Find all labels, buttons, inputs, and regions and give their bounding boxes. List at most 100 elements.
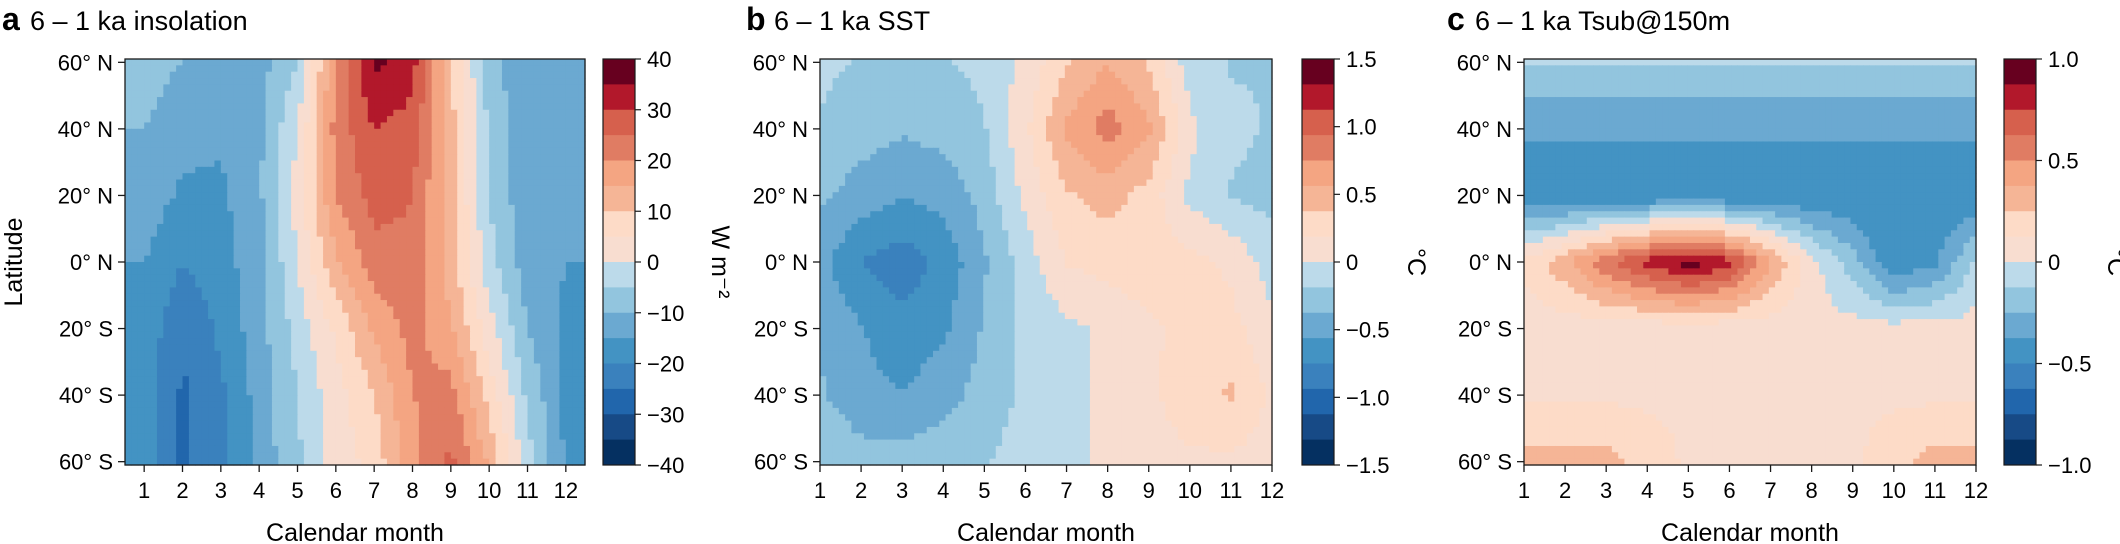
heatmap-cell — [163, 116, 171, 124]
heatmap-cell — [578, 97, 586, 104]
heatmap-cell — [399, 274, 407, 282]
heatmap-cell — [329, 71, 337, 79]
heatmap-cell — [482, 90, 490, 98]
heatmap-cell — [316, 401, 324, 409]
heatmap-cell — [233, 363, 241, 371]
heatmap-cell — [208, 166, 216, 174]
heatmap-cell — [533, 331, 541, 339]
heatmap-cell — [572, 160, 580, 168]
heatmap-cell — [323, 192, 331, 200]
heatmap-cell — [438, 116, 446, 124]
heatmap-cell — [533, 230, 541, 238]
heatmap-cell — [137, 287, 145, 295]
colorbar-tick-label: 40 — [647, 47, 671, 72]
heatmap-cell — [976, 78, 984, 85]
heatmap-cell — [361, 217, 369, 225]
heatmap-cell — [144, 319, 152, 327]
heatmap-cell — [578, 376, 586, 384]
heatmap-cell — [291, 147, 299, 155]
heatmap-cell — [342, 338, 350, 346]
heatmap-cell — [527, 65, 535, 73]
heatmap-cell — [195, 141, 203, 149]
heatmap-cell — [431, 109, 439, 117]
heatmap-cell — [463, 223, 471, 231]
heatmap-cell — [233, 141, 241, 149]
heatmap-cell — [233, 319, 241, 327]
heatmap-cell — [508, 198, 516, 206]
heatmap-cell — [450, 376, 458, 384]
heatmap-cell — [450, 319, 458, 327]
heatmap-cell — [406, 211, 414, 219]
heatmap-cell — [425, 452, 433, 460]
heatmap-cell — [393, 198, 401, 206]
heatmap-cell — [553, 84, 561, 92]
heatmap-cell — [265, 255, 273, 263]
heatmap-cell — [1096, 71, 1104, 79]
heatmap-cell — [489, 281, 497, 288]
heatmap-cell — [348, 71, 356, 79]
heatmap-cell — [361, 141, 369, 149]
heatmap-cell — [316, 198, 324, 206]
heatmap-cell — [361, 420, 369, 428]
heatmap-cell — [495, 122, 503, 130]
heatmap-cell — [233, 388, 241, 396]
heatmap-cell — [310, 306, 318, 314]
heatmap-cell — [259, 65, 267, 73]
heatmap-cell — [495, 78, 503, 85]
heatmap-cell — [233, 65, 241, 73]
heatmap-cell — [188, 166, 196, 174]
heatmap-cell — [386, 141, 394, 149]
heatmap-cell — [380, 71, 388, 79]
heatmap-cell — [444, 420, 452, 428]
heatmap-cell — [284, 382, 292, 390]
heatmap-cell — [182, 388, 190, 396]
heatmap-cell — [1215, 65, 1223, 73]
heatmap-cell — [572, 230, 580, 238]
heatmap-cell — [316, 154, 324, 162]
heatmap-cell — [214, 388, 222, 396]
heatmap-cell — [399, 185, 407, 193]
heatmap-cell — [278, 166, 286, 174]
heatmap-cell — [412, 78, 420, 85]
heatmap-cell — [527, 382, 535, 390]
heatmap-cell — [342, 59, 350, 66]
heatmap-cell — [176, 242, 184, 250]
heatmap-cell — [348, 160, 356, 168]
heatmap-cell — [476, 59, 484, 66]
heatmap-cell — [450, 65, 458, 73]
heatmap-cell — [540, 242, 548, 250]
x-tick-label: 4 — [253, 478, 265, 503]
heatmap-cell — [495, 300, 503, 307]
heatmap-cell — [565, 420, 573, 428]
heatmap-cell — [374, 344, 382, 352]
heatmap-cell — [367, 185, 375, 193]
heatmap-cell — [553, 395, 561, 403]
heatmap-cell — [431, 452, 439, 460]
heatmap-cell — [406, 230, 414, 238]
heatmap-cell — [501, 420, 509, 428]
heatmap-cell — [335, 236, 343, 244]
heatmap-cell — [176, 160, 184, 168]
heatmap-cell — [367, 249, 375, 257]
heatmap-cell — [188, 382, 196, 390]
heatmap-cell — [361, 166, 369, 174]
heatmap-cell — [540, 230, 548, 238]
heatmap-cell — [514, 198, 522, 206]
heatmap-cell — [329, 395, 337, 403]
heatmap-cell — [156, 268, 164, 276]
heatmap-cell — [310, 147, 318, 155]
heatmap-cell — [188, 135, 196, 143]
heatmap-cell — [220, 236, 228, 244]
heatmap-cell — [278, 363, 286, 371]
heatmap-cell — [348, 268, 356, 276]
heatmap-cell — [188, 395, 196, 403]
heatmap-cell — [476, 128, 484, 136]
heatmap-cell — [335, 242, 343, 250]
heatmap-cell — [259, 185, 267, 193]
heatmap-cell — [195, 230, 203, 238]
heatmap-cell — [284, 262, 292, 269]
heatmap-cell — [820, 78, 827, 85]
heatmap-cell — [546, 154, 554, 162]
heatmap-cell — [144, 255, 152, 263]
heatmap-cell — [323, 357, 331, 365]
